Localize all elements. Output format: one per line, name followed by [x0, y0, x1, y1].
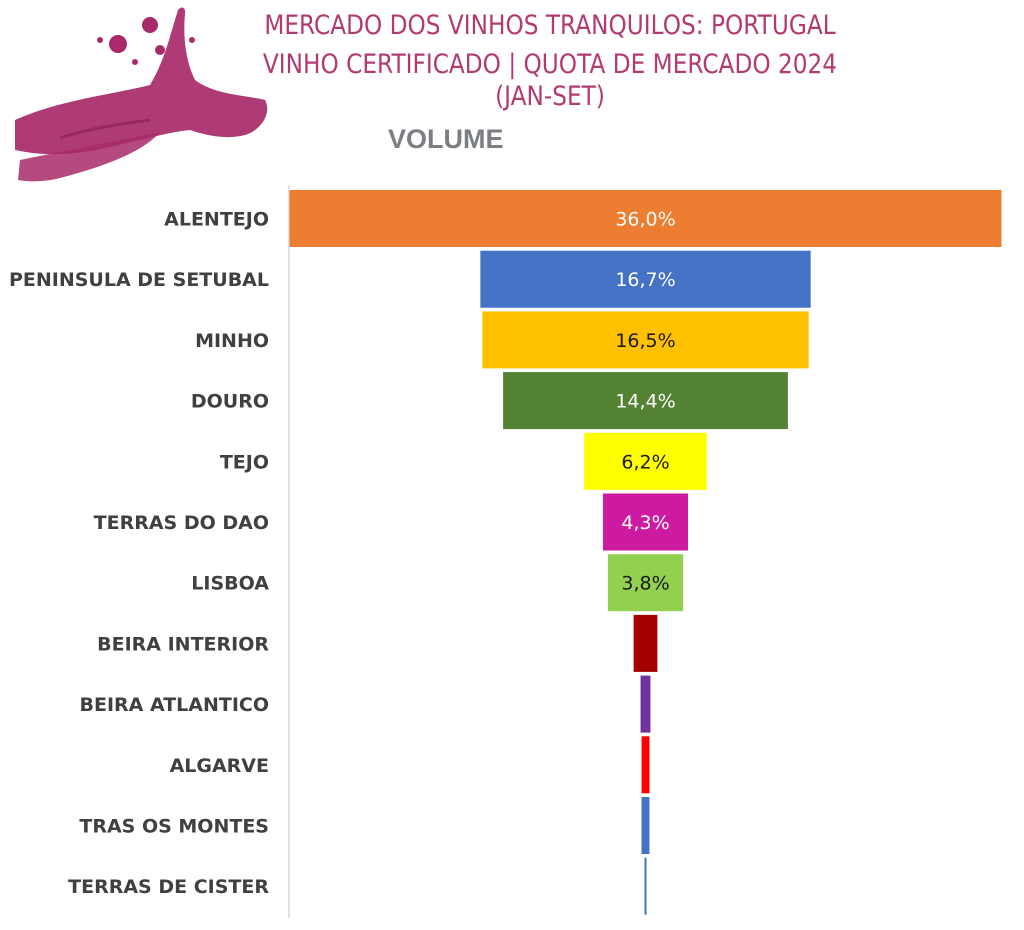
- data-label: 3,8%: [621, 573, 669, 595]
- bar-terras-de-cister: [644, 857, 647, 915]
- category-label: MINHO: [195, 330, 269, 352]
- bar-tras-os-montes: [641, 797, 650, 854]
- category-label: PENINSULA DE SETUBAL: [9, 269, 269, 291]
- bar-beira-atlantico: [640, 675, 651, 733]
- data-label: 16,5%: [615, 330, 675, 352]
- wine-stain-icon: [15, 7, 268, 182]
- bar-peninsula-de-setubal: [480, 250, 811, 308]
- bar-lisboa: [607, 554, 684, 612]
- data-label: 6,2%: [621, 451, 669, 473]
- chart-title-line-1: MERCADO DOS VINHOS TRANQUILOS: PORTUGAL: [264, 10, 836, 41]
- bar-alentejo: [289, 190, 1002, 247]
- data-label: 16,7%: [615, 269, 675, 291]
- category-label: ALENTEJO: [164, 209, 269, 231]
- category-label: ALGARVE: [170, 755, 269, 777]
- data-label: 14,4%: [615, 391, 675, 413]
- category-label: TEJO: [220, 451, 269, 473]
- data-label: 4,3%: [621, 512, 669, 534]
- bar-douro: [503, 372, 788, 430]
- data-label: 36,0%: [615, 209, 675, 231]
- category-label: BEIRA ATLANTICO: [79, 694, 269, 716]
- category-label: TERRAS DE CISTER: [68, 876, 269, 898]
- category-label: TERRAS DO DAO: [94, 512, 269, 534]
- category-label: DOURO: [191, 391, 269, 413]
- category-label: LISBOA: [191, 573, 269, 595]
- bar-terras-do-dao: [602, 493, 689, 551]
- bar-algarve: [641, 736, 650, 794]
- chart-title-line-2: VINHO CERTIFICADO | QUOTA DE MERCADO 202…: [262, 49, 838, 112]
- category-label: BEIRA INTERIOR: [97, 633, 269, 655]
- bar-beira-interior: [633, 614, 658, 672]
- category-label: TRAS OS MONTES: [79, 816, 269, 838]
- bar-minho: [482, 311, 809, 369]
- chart-subtitle: VOLUME: [388, 124, 504, 154]
- bar-tejo: [584, 432, 707, 490]
